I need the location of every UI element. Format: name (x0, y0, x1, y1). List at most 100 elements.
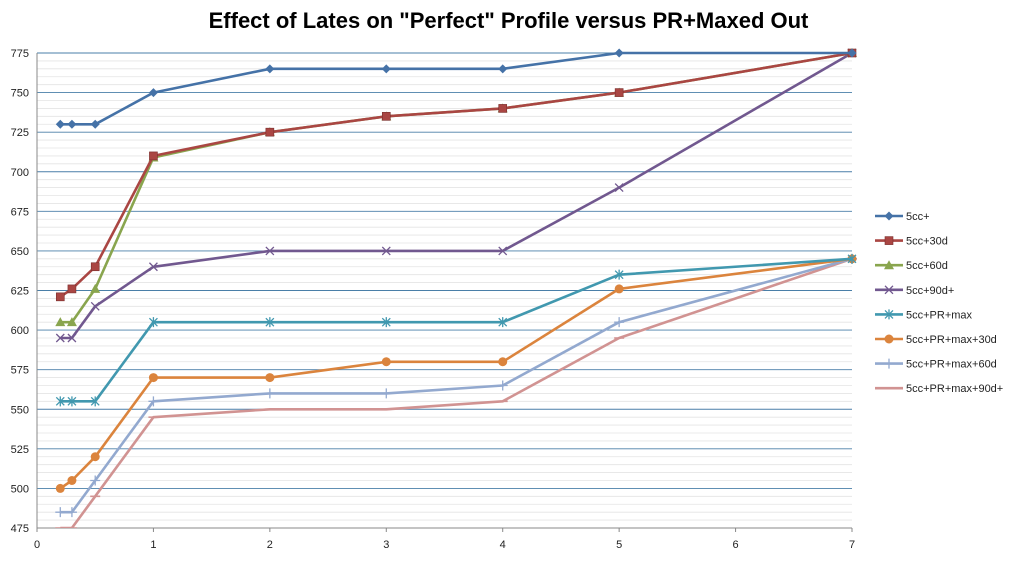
data-point-plus (614, 317, 625, 328)
data-point-x (498, 246, 508, 256)
y-tick-label: 600 (11, 325, 29, 337)
data-point-circle (55, 483, 65, 493)
legend-item: 5cc+ (875, 211, 930, 223)
data-point-triangle (884, 260, 894, 270)
series-line (60, 51, 852, 126)
minor-gridlines (37, 60, 852, 521)
data-point-triangle (90, 283, 101, 293)
legend-item: 5cc+PR+max (875, 309, 973, 321)
x-tick-label: 0 (34, 539, 40, 551)
series-layer (55, 48, 857, 528)
y-tick-label: 700 (11, 167, 29, 179)
x-tick-label: 7 (849, 539, 855, 551)
data-point-star (614, 269, 624, 280)
data-point-circle (148, 373, 158, 383)
legend-item: 5cc+60d (875, 260, 948, 272)
data-point-diamond (614, 48, 624, 58)
y-tick-label: 575 (11, 365, 29, 377)
data-point-diamond (884, 211, 894, 221)
data-point-star (67, 396, 77, 407)
data-point-plus (55, 507, 66, 518)
data-point-diamond (67, 119, 77, 129)
data-point-triangle (55, 317, 66, 327)
data-point-star (884, 309, 894, 320)
data-point-diamond (847, 48, 857, 58)
y-tick-label: 475 (11, 523, 29, 535)
data-point-x (381, 246, 391, 256)
y-tick-label: 525 (11, 444, 29, 456)
data-point-diamond (148, 88, 158, 98)
series-5cc- (55, 48, 857, 129)
data-point-triangle (66, 317, 77, 327)
legend: 5cc+ 5cc+30d 5cc+60d 5cc+90d+ 5cc+PR+max 5cc+… (875, 211, 1003, 395)
x-tick-label: 3 (383, 539, 389, 551)
data-point-circle (90, 452, 100, 462)
legend-label: 5cc+PR+max+60d (906, 359, 997, 371)
y-tick-label: 775 (11, 48, 29, 60)
data-point-diamond (498, 64, 508, 74)
y-tick-label: 625 (11, 286, 29, 298)
data-point-diamond (265, 64, 275, 74)
data-point-plus (884, 358, 894, 369)
data-point-square (884, 236, 894, 245)
x-tick-label: 2 (267, 539, 273, 551)
data-point-circle (381, 357, 391, 367)
y-tick-label: 650 (11, 246, 29, 258)
data-point-x (148, 262, 158, 272)
legend-label: 5cc+PR+max+30d (906, 334, 997, 346)
legend-label: 5cc+30d (906, 236, 948, 248)
data-point-square (149, 151, 158, 161)
chart-title: Effect of Lates on "Perfect" Profile ver… (208, 8, 809, 33)
legend-item: 5cc+PR+max+90d+ (875, 383, 1003, 395)
data-point-plus (497, 380, 508, 391)
data-point-square (265, 127, 275, 137)
data-point-x (614, 183, 624, 193)
series-line (59, 51, 853, 298)
y-tick-label: 725 (11, 127, 29, 139)
legend-label: 5cc+ (906, 211, 930, 223)
legend-label: 5cc+PR+max+90d+ (906, 383, 1003, 395)
x-tick-label: 1 (150, 539, 156, 551)
x-tick-label: 4 (500, 539, 506, 551)
data-point-x (265, 246, 275, 256)
major-gridlines (37, 52, 852, 529)
data-point-diamond (381, 64, 391, 74)
data-point-square (67, 284, 77, 294)
x-tick-label: 5 (616, 539, 622, 551)
data-point-plus (381, 388, 392, 399)
data-point-square (90, 262, 100, 272)
data-point-star (498, 317, 508, 328)
data-point-circle (265, 373, 275, 383)
data-point-square (498, 104, 508, 113)
series-line (59, 257, 853, 490)
data-point-square (381, 112, 391, 121)
legend-label: 5cc+PR+max (906, 309, 973, 321)
legend-item: 5cc+PR+max+30d (875, 334, 997, 346)
data-point-plus (264, 388, 275, 399)
data-point-star (148, 317, 158, 328)
data-point-square (614, 88, 624, 97)
legend-label: 5cc+90d+ (906, 285, 954, 297)
data-point-diamond (55, 119, 65, 129)
data-point-circle (884, 334, 894, 344)
data-point-square (55, 292, 65, 302)
data-point-plus (90, 475, 101, 486)
data-point-circle (67, 476, 77, 485)
series-5cc-pr-max (55, 253, 857, 407)
data-point-star (847, 253, 857, 264)
data-point-star (265, 317, 275, 328)
data-point-x (884, 285, 894, 295)
series-5cc-pr-max-30d (55, 254, 857, 493)
y-tick-label: 550 (11, 404, 29, 416)
legend-item: 5cc+90d+ (875, 285, 954, 297)
data-point-star (90, 396, 100, 407)
data-point-plus (66, 507, 77, 518)
legend-item: 5cc+PR+max+60d (875, 358, 997, 371)
y-tick-label: 750 (11, 88, 29, 100)
data-point-x (67, 333, 77, 343)
data-point-star (381, 317, 391, 328)
x-tick-label: 6 (733, 539, 739, 551)
y-tick-label: 500 (11, 483, 29, 495)
